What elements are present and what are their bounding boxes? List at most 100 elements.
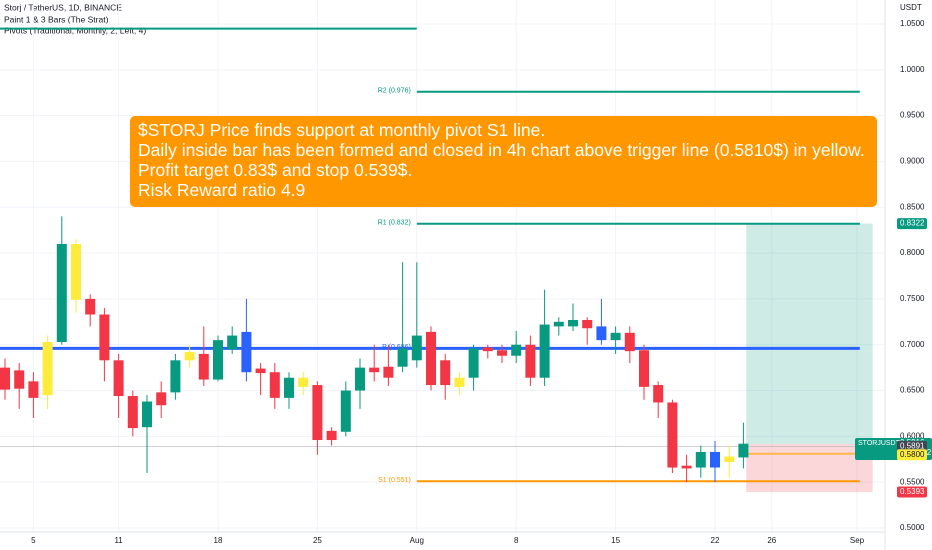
y-tick-label: 0.9000 xyxy=(900,157,925,166)
candle-body xyxy=(468,348,479,378)
legend-symbol: Storj / TetherUS, 1D, BINANCE xyxy=(4,2,122,12)
pivot-label: P (0.696) xyxy=(382,344,411,351)
candle-body xyxy=(582,319,593,329)
candle-body xyxy=(0,367,10,390)
x-tick-label: 25 xyxy=(313,536,322,545)
tag-price: 0.5393 xyxy=(900,487,925,496)
y-tick-label: 1.0500 xyxy=(900,19,925,28)
tag-price: 0.5891 xyxy=(900,441,925,450)
y-tick-label: 0.8000 xyxy=(900,248,925,257)
candle-body xyxy=(568,319,578,327)
candle-body xyxy=(127,396,138,429)
candle-body xyxy=(213,340,223,380)
x-tick-label: Aug xyxy=(410,536,424,545)
candle-body xyxy=(596,326,607,341)
price-tag xyxy=(897,449,927,461)
tag-price: 0.5800 xyxy=(900,450,925,459)
candle-body xyxy=(156,392,167,406)
candle-body xyxy=(269,372,280,398)
x-tick-label: 26 xyxy=(767,536,776,545)
pivot-label: S1 (0.551) xyxy=(378,477,411,484)
candle-body xyxy=(454,377,465,387)
candle-body xyxy=(298,377,309,387)
price-tag xyxy=(897,440,927,452)
candle-body xyxy=(653,385,664,403)
annotation: $STORJ Price finds support at monthly pi… xyxy=(130,116,877,207)
candle-body xyxy=(42,341,53,396)
candle-body xyxy=(284,377,294,398)
candle-body xyxy=(170,360,181,393)
candle-body xyxy=(326,430,337,441)
pivot-label: R1 (0.832) xyxy=(378,220,411,227)
candle-body xyxy=(312,385,323,441)
annotation-line: Risk Reward ratio 4.9 xyxy=(138,180,306,200)
candle-body xyxy=(724,456,735,463)
y-tick-label: 0.6000 xyxy=(900,431,925,440)
target-zone xyxy=(746,223,873,445)
x-tick-label: 8 xyxy=(514,536,519,545)
candle-body xyxy=(340,390,351,432)
candle-body xyxy=(624,332,635,352)
candle-body xyxy=(738,443,749,458)
candle-body xyxy=(610,332,621,341)
legend-indicator: Pivots (Traditional, Monthly, 2, Left, 4… xyxy=(4,25,146,35)
candle-body xyxy=(553,321,564,327)
stop-zone xyxy=(746,444,873,492)
candle-body xyxy=(227,335,238,350)
candle-body xyxy=(28,381,39,398)
candle-body xyxy=(681,465,692,469)
candle-body xyxy=(99,314,110,361)
y-tick-label: 0.7500 xyxy=(900,294,925,303)
candle-body xyxy=(695,451,706,468)
candle-body xyxy=(639,350,649,387)
candle-body xyxy=(198,353,209,380)
candle-body xyxy=(56,243,67,342)
candle-body xyxy=(241,331,252,373)
candle-body xyxy=(14,370,25,389)
candle-body xyxy=(710,451,720,468)
candle-body xyxy=(539,324,550,378)
x-tick-label: 18 xyxy=(214,536,223,545)
y-tick-label: 0.5000 xyxy=(900,523,925,532)
candle-body xyxy=(142,401,152,428)
x-tick-label: 22 xyxy=(711,536,720,545)
tag-price: 0.8322 xyxy=(900,219,925,228)
y-tick-label: 0.8500 xyxy=(900,202,925,211)
tag-name: STORJUSDT xyxy=(858,440,901,447)
y-tick-label: 1.0000 xyxy=(900,65,925,74)
legend-indicator: Paint 1 & 3 Bars (The Strat) xyxy=(4,14,109,24)
y-tick-label: 0.9500 xyxy=(900,111,925,120)
candle-body xyxy=(511,344,522,356)
x-tick-label: 11 xyxy=(114,536,123,545)
price-tag xyxy=(897,218,927,230)
candle-body xyxy=(482,347,493,352)
candle-body xyxy=(440,360,451,386)
annotation-line: Daily inside bar has been formed and clo… xyxy=(138,140,865,160)
candle-body xyxy=(497,350,507,356)
candle-body xyxy=(255,368,266,374)
candle-body xyxy=(426,331,436,386)
candle-body xyxy=(71,243,81,300)
candle-body xyxy=(525,344,536,378)
axis-unit: USDT xyxy=(900,3,922,12)
candle-body xyxy=(383,366,394,378)
x-tick-label: 5 xyxy=(31,536,36,545)
candle-body xyxy=(184,352,195,361)
annotation-line: $STORJ Price finds support at monthly pi… xyxy=(138,120,546,140)
y-tick-label: 0.5500 xyxy=(900,477,925,486)
x-tick-label: Sep xyxy=(850,536,865,545)
candle-body xyxy=(113,360,124,397)
candle-body xyxy=(397,348,408,367)
y-tick-label: 0.6500 xyxy=(900,386,925,395)
annotation-line: Profit target 0.83$ and stop 0.539$. xyxy=(138,160,413,180)
candle-body xyxy=(369,367,380,373)
y-tick-label: 0.7000 xyxy=(900,340,925,349)
candle-body xyxy=(355,367,365,391)
pivot-label: R2 (0.976) xyxy=(378,88,411,95)
price-tag xyxy=(897,486,927,498)
candle-body xyxy=(85,298,96,315)
candle-body xyxy=(411,335,422,361)
x-tick-label: 15 xyxy=(611,536,620,545)
